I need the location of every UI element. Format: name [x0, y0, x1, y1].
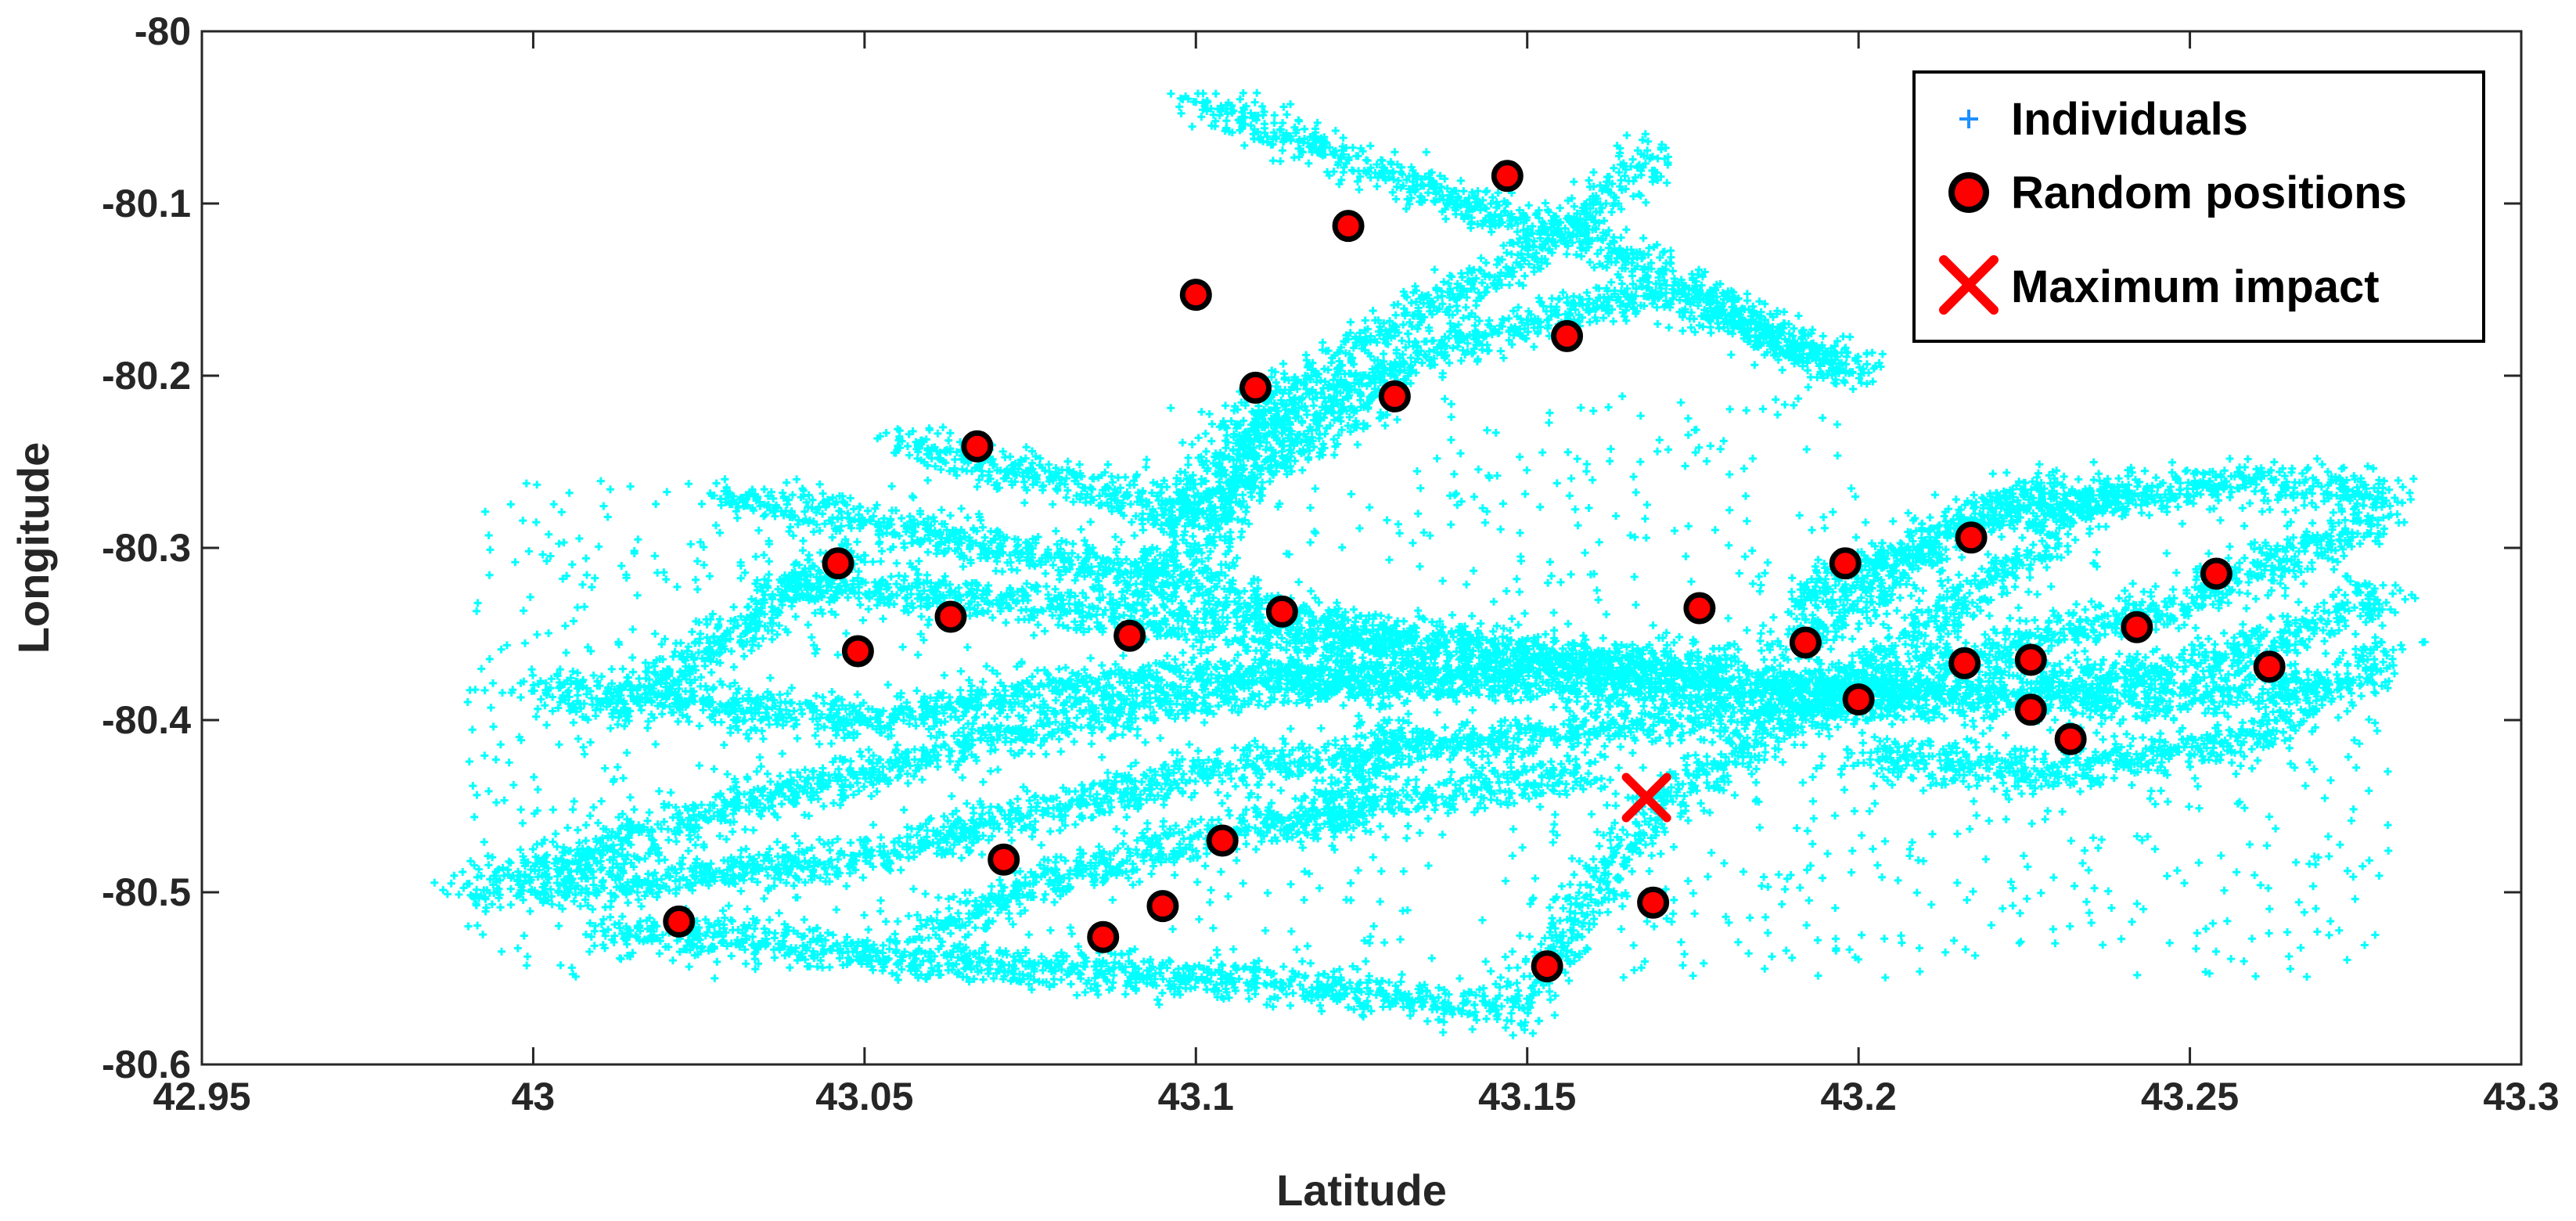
x-tick-label: 43.15 [1478, 1075, 1576, 1118]
random-position-point [2121, 610, 2153, 643]
y-tick-label: -80.3 [102, 526, 191, 570]
x-tick-label: 43.25 [2141, 1075, 2239, 1118]
random-position-point [2253, 650, 2286, 683]
random-position-point [1491, 160, 1524, 193]
random-position-point [1332, 210, 1365, 243]
random-position-point [1531, 950, 1563, 983]
random-position-point [1146, 890, 1179, 923]
individuals-markers [430, 88, 2429, 1039]
x-tick-label: 43.3 [2483, 1075, 2559, 1118]
random-position-point [2014, 643, 2047, 676]
random-position-point [822, 547, 854, 580]
x-tick-label: 43.2 [1820, 1075, 1896, 1118]
random-position-point [2014, 693, 2047, 726]
y-tick-label: -80.5 [102, 870, 191, 914]
x-tick-label: 42.95 [153, 1075, 250, 1118]
random-position-point [1955, 521, 1988, 554]
y-tick-label: -80.4 [102, 698, 191, 742]
random-position-point [1378, 380, 1411, 412]
random-position-point [1637, 886, 1670, 919]
random-position-point [1239, 371, 1272, 404]
y-axis: -80 -80.1 -80.2 -80.3 -80.4 -80.5 -80.6 [102, 9, 2521, 1086]
y-tick-label: -80 [135, 9, 191, 53]
random-position-point [934, 600, 967, 633]
y-tick-label: -80.1 [102, 182, 191, 225]
individuals-series [430, 88, 2429, 1039]
random-position-point [1829, 547, 1862, 580]
y-tick-label: -80.6 [102, 1043, 191, 1086]
random-position-point [961, 430, 994, 463]
random-position-point [2054, 722, 2087, 755]
legend-label-maximum-impact: Maximum impact [2011, 261, 2380, 312]
random-position-point [841, 635, 874, 668]
random-position-point [2200, 557, 2232, 590]
x-axis: 42.95 43 43.05 43.1 43.15 43.2 43.25 43.3 [153, 31, 2560, 1118]
random-position-point [1948, 647, 1981, 679]
random-position-point [1842, 683, 1875, 716]
random-position-point [1179, 279, 1212, 312]
x-axis-title: Latitude [1276, 1165, 1447, 1215]
random-position-point [663, 905, 696, 938]
random-position-point [1789, 626, 1822, 659]
legend-individuals-marker [1959, 110, 1978, 128]
legend-random-positions-marker [1948, 172, 1989, 213]
random-positions-series [663, 160, 2286, 983]
legend-label-random-positions: Random positions [2011, 167, 2407, 218]
maximum-impact-series [1621, 773, 1671, 823]
maximum-impact-point [1621, 773, 1671, 823]
random-position-point [1114, 619, 1146, 652]
random-position-point [1087, 920, 1120, 953]
y-axis-title: Longitude [9, 442, 58, 654]
legend-box [1912, 70, 2485, 343]
random-position-point [1206, 824, 1239, 857]
legend: Individuals Random positions Maximum imp… [1912, 70, 2485, 343]
legend-maximum-impact-marker [1939, 255, 1999, 315]
x-tick-label: 43.05 [815, 1075, 913, 1118]
random-position-point [1551, 319, 1584, 352]
random-position-point [1683, 592, 1716, 625]
random-position-point [988, 843, 1020, 876]
random-position-point [1265, 595, 1298, 628]
x-tick-label: 43 [512, 1075, 556, 1118]
y-tick-label: -80.2 [102, 354, 191, 398]
x-tick-label: 43.1 [1158, 1075, 1234, 1118]
legend-label-individuals: Individuals [2011, 94, 2248, 145]
